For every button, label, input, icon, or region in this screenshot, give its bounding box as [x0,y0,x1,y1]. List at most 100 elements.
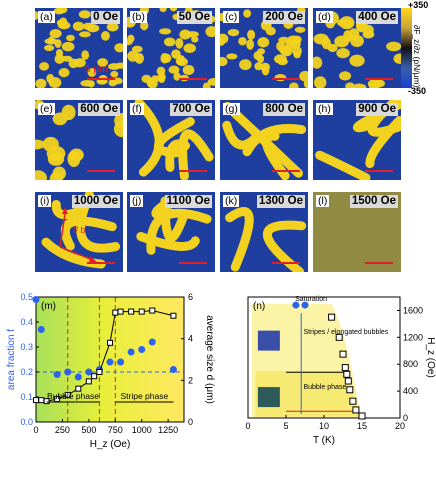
mfm-panel: (g) 800 Oe [220,100,308,180]
plot-m-ytick-label: 0.1 [20,392,33,402]
size-point [75,385,82,392]
field-label: 1300 Oe [256,195,305,208]
scale-bar [365,262,393,264]
panel-label: (i) [38,195,52,207]
field-label: 0 Oe [91,11,120,24]
field-label: 1500 Oe [349,195,398,208]
panel-label: (f) [130,103,144,115]
size-point [64,391,71,398]
colorbar-max-label: +350 [408,0,429,10]
panel-label: (k) [223,195,240,207]
size-point [43,398,50,405]
panel-label: (a) [38,11,55,23]
size-point [33,397,39,404]
mfm-panel: (a) 0 Oe 5 μm [35,8,123,88]
size-point [138,308,145,315]
plot-m-xtick-label: 500 [81,425,96,435]
area-fraction-point [53,371,61,378]
plot-m-y2tick-label: 0 [188,417,193,427]
field-label: 200 Oe [263,11,305,24]
phase-label: Stripe phase [120,391,168,401]
mfm-panel: (e) 600 Oe [35,100,123,180]
plot-m-xtick-label: 0 [33,425,38,435]
colorbar-min-label: -350 [408,86,427,96]
panel-label: (l) [316,195,330,207]
field-label: 400 Oe [356,11,398,24]
area-fraction-point [64,368,72,376]
plot-m-y2tick-label: 4 [188,334,193,344]
area-fraction-point [32,296,40,303]
size-point [170,312,177,319]
size-point [117,308,124,315]
plot-m-panel-label: (m) [41,301,56,312]
scale-bar [179,262,207,264]
mfm-panel: (c) 200 Oe [220,8,308,88]
scale-bar [87,78,115,80]
scale-bar-label: 5 μm [85,64,108,75]
area-fraction-point [85,368,93,376]
field-label: 900 Oe [356,103,398,116]
plot-m-xtick-label: 1000 [132,425,152,435]
phase-label: Bubble phase [47,391,99,401]
plot-m-ytick-label: 0.2 [20,367,33,377]
colorbar-unit-label: ∂F_z/∂z (pN/μm) [412,25,422,88]
scale-bar [179,78,207,80]
mfm-panel: (b) 50 Oe [127,8,215,88]
mfm-panel: (k) 1300 Oe [220,192,308,272]
panel-label: (h) [316,103,333,115]
field-direction-label: // b [73,225,86,235]
area-fraction-point [138,346,146,353]
plot-m-xtick-label: 750 [108,425,123,435]
size-point [96,369,103,375]
panel-label: (g) [223,103,240,115]
mfm-panel: (l) 1500 Oe [313,192,401,272]
field-label: 700 Oe [170,103,212,116]
field-label: 600 Oe [78,103,120,116]
area-fraction-point [37,326,45,333]
plot-m-xtick-label: 250 [55,425,70,435]
mfm-panel: (j) 1100 Oe [127,192,215,272]
size-point [85,378,92,385]
area-fraction-point [169,366,177,373]
scale-bar [179,170,207,172]
size-point [128,308,135,315]
panel-label: (b) [130,11,147,23]
plot-m-y2tick-label: 2 [188,375,193,385]
size-point [107,339,113,346]
plot-m-ytick-label: 0.5 [20,292,33,302]
panel-label: (c) [223,11,240,23]
field-label: 1100 Oe [164,195,212,208]
mfm-panel: (f) 700 Oe [127,100,215,180]
plot-m-ytick-label: 0.4 [20,317,33,327]
plot-m-ytick-label: 0.0 [20,417,33,427]
scale-bar [272,262,300,264]
plot-m-frame [35,296,185,423]
colorbar [401,8,412,88]
field-label: 50 Oe [176,11,212,24]
mfm-panel: (d) 400 Oe [313,8,401,88]
plot-m-y2label: average size d (μm) [204,315,215,404]
panel-label: (d) [316,11,333,23]
panel-label: (e) [38,103,55,115]
size-point [149,307,156,314]
mfm-panel: (h) 900 Oe [313,100,401,180]
panel-label: (j) [130,195,144,207]
area-fraction-point [106,358,114,366]
scale-bar [87,262,115,264]
plot-m-xlabel: H_z (Oe) [90,439,131,450]
size-point [38,397,45,404]
field-label: 800 Oe [263,103,305,116]
scale-bar [87,170,115,172]
scale-bar [365,170,393,172]
plot-m-y2tick-label: 6 [188,292,193,302]
field-label: 1000 Oe [71,195,120,208]
size-point [91,373,98,380]
area-fraction-point [74,373,82,381]
scale-bar [272,170,300,172]
plot-m-ylabel: area fraction f [6,329,17,390]
scale-bar [365,78,393,80]
plot-m-ytick-label: 0.3 [20,342,33,352]
size-point [112,309,119,316]
area-fraction-point [148,338,156,346]
